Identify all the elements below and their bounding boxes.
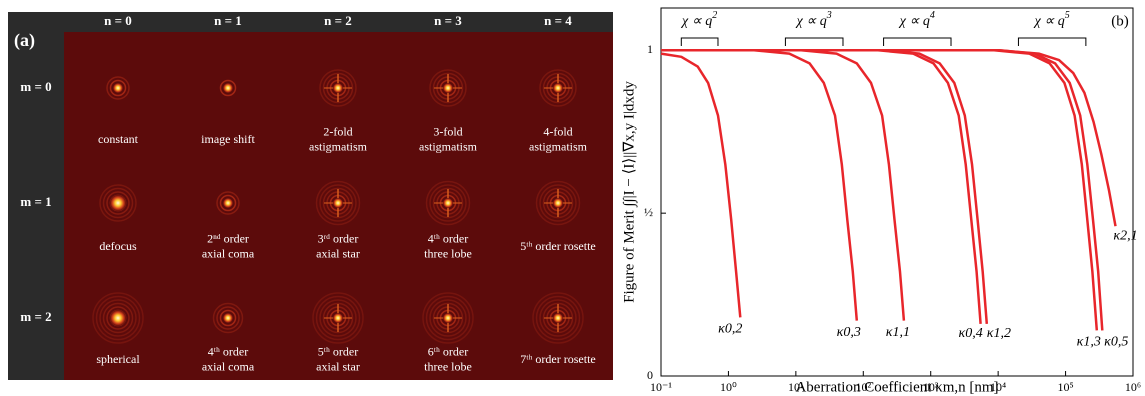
spot xyxy=(223,83,233,93)
caption: astigmatism xyxy=(529,139,588,153)
spot xyxy=(223,198,233,208)
caption: astigmatism xyxy=(309,139,368,153)
annotation: χ ∝ q4 xyxy=(898,10,935,29)
x-tick-label: 10⁰ xyxy=(720,380,737,394)
spot xyxy=(443,198,453,208)
y-axis-label: Figure of Merit ∫∫|I − ⟨I⟩||∇x,y I|dxdy xyxy=(621,81,637,303)
row-header: m = 2 xyxy=(20,309,51,324)
curve-label: κ0,2 xyxy=(718,322,742,337)
caption: 4ᵗʰ order xyxy=(208,344,248,358)
caption: 5ᵗʰ order xyxy=(318,344,358,358)
caption: 2ⁿᵈ order xyxy=(207,231,249,245)
column-header: n = 1 xyxy=(214,13,242,28)
curve xyxy=(661,54,740,318)
bracket xyxy=(884,38,951,46)
caption: axial star xyxy=(316,359,360,373)
caption: axial coma xyxy=(202,359,255,373)
x-axis-label: Aberration Coefficient κm,n [nm] xyxy=(795,379,998,395)
bracket xyxy=(785,38,843,46)
curve xyxy=(661,50,857,320)
figure: (a) n = 0 n = 1 n = 2 n = 3 n = 4 m = 0 m = 1 m… xyxy=(0,0,1145,396)
caption: 4-fold xyxy=(543,124,572,138)
annotation-text: χ ∝ q xyxy=(680,14,712,29)
caption: astigmatism xyxy=(419,139,478,153)
annotation-exponent: 5 xyxy=(1065,10,1070,21)
spot xyxy=(443,313,453,323)
curve xyxy=(661,50,1097,330)
curve-label: κ0,3 xyxy=(837,325,861,340)
curve xyxy=(661,50,904,320)
annotation-text: χ ∝ q xyxy=(795,14,827,29)
spot xyxy=(333,313,343,323)
spot xyxy=(110,195,126,211)
curve-label: κ1,2 xyxy=(987,326,1011,341)
bracket xyxy=(1018,38,1085,46)
caption: 5ᵗʰ order rosette xyxy=(520,239,595,253)
caption: three lobe xyxy=(424,246,472,260)
panel-label: (b) xyxy=(1111,13,1129,29)
annotation-text: χ ∝ q xyxy=(1033,14,1065,29)
caption: constant xyxy=(98,132,139,146)
caption: 4ᵗʰ order xyxy=(428,231,468,245)
spot xyxy=(223,313,233,323)
annotation: χ ∝ q2 xyxy=(680,10,717,29)
curve-label: κ1,3 xyxy=(1077,335,1101,350)
x-tick-label: 10⁵ xyxy=(1057,380,1073,394)
x-tick-label: 10⁻¹ xyxy=(650,380,672,394)
column-header: n = 2 xyxy=(324,13,352,28)
spot xyxy=(553,83,563,93)
annotation-exponent: 2 xyxy=(712,10,717,21)
row-header: m = 0 xyxy=(20,79,51,94)
caption: 7ᵗʰ order rosette xyxy=(520,352,595,366)
y-tick-label: 1 xyxy=(647,42,653,56)
y-tick-label: ½ xyxy=(644,205,653,219)
x-tick-label: 10⁶ xyxy=(1125,380,1141,394)
column-header: n = 4 xyxy=(544,13,572,28)
caption: 2-fold xyxy=(323,124,352,138)
annotation: χ ∝ q5 xyxy=(1033,10,1070,29)
caption: axial coma xyxy=(202,246,255,260)
curve-label: κ2,1 xyxy=(1113,228,1137,243)
column-header: n = 3 xyxy=(434,13,462,28)
caption: axial star xyxy=(316,246,360,260)
annotation: χ ∝ q3 xyxy=(795,10,832,29)
spot xyxy=(553,198,563,208)
spot xyxy=(443,83,453,93)
curve-label: κ1,1 xyxy=(886,325,910,340)
caption: defocus xyxy=(99,239,137,253)
row-header: m = 1 xyxy=(20,194,51,209)
caption: three lobe xyxy=(424,359,472,373)
curve-label: κ0,4 xyxy=(959,326,983,341)
annotation-text: χ ∝ q xyxy=(898,14,930,29)
annotation-exponent: 3 xyxy=(826,10,832,21)
curve-label: κ0,5 xyxy=(1104,335,1128,350)
bracket xyxy=(681,38,718,46)
spot xyxy=(333,198,343,208)
caption: spherical xyxy=(96,352,140,366)
caption: 3-fold xyxy=(433,124,462,138)
caption: image shift xyxy=(201,132,255,146)
caption: 3ʳᵈ order xyxy=(318,231,359,245)
caption: 6ᵗʰ order xyxy=(428,344,468,358)
spot xyxy=(110,310,126,326)
spot xyxy=(333,83,343,93)
y-tick-label: 0 xyxy=(647,368,653,382)
curve xyxy=(661,50,981,324)
panel-label: (a) xyxy=(14,30,35,51)
annotation-exponent: 4 xyxy=(930,10,935,21)
spot xyxy=(113,83,123,93)
column-header: n = 0 xyxy=(104,13,132,28)
spot xyxy=(553,313,563,323)
